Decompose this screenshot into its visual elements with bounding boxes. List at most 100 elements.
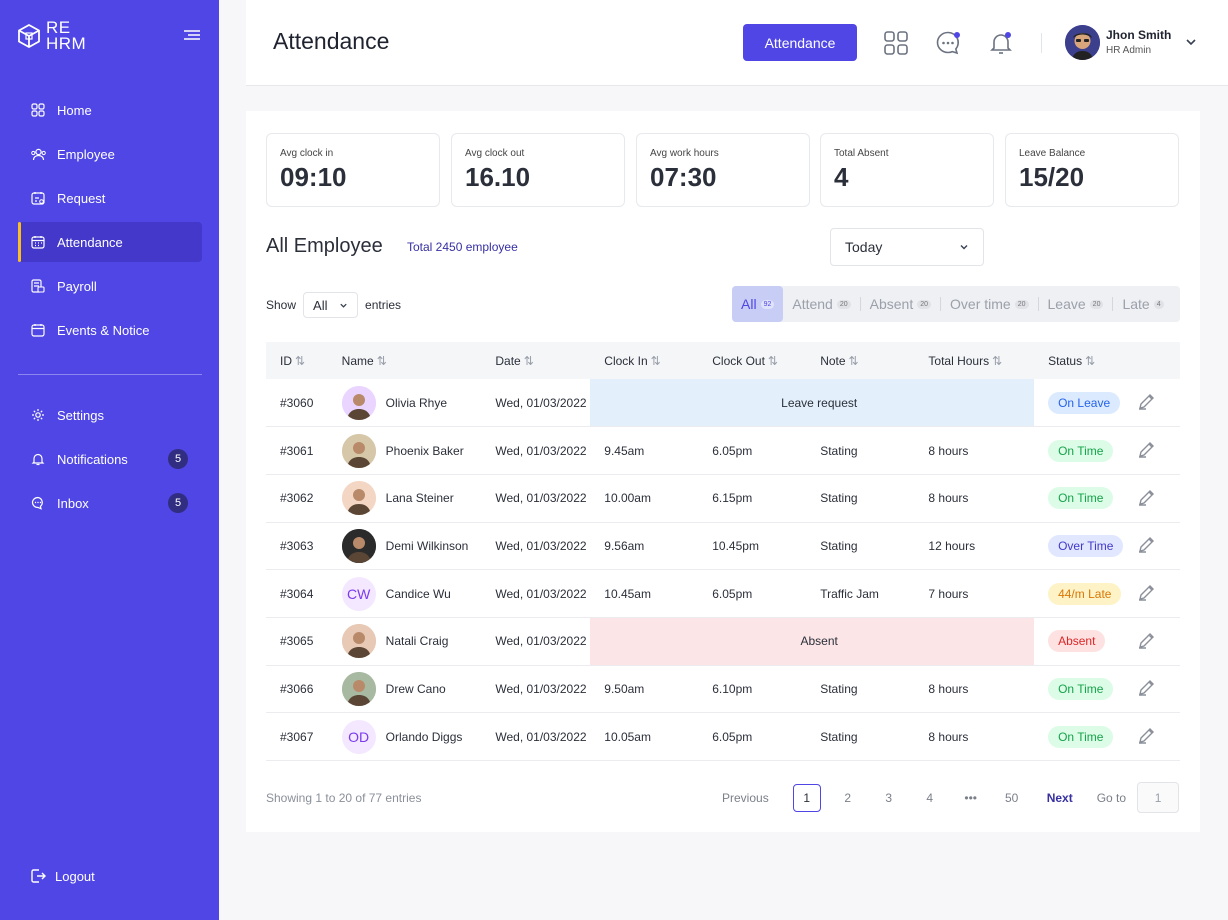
table-row[interactable]: #3065 Natali Craig Wed, 01/03/2022 Absent Ab… [266,617,1180,666]
messages-icon[interactable] [935,30,961,56]
cell-total-hours: 12 hours [928,538,976,553]
filter-label: Attend [792,296,833,312]
avatar[interactable] [1065,25,1100,60]
logo-icon [18,24,40,48]
filter-tab-all[interactable]: All 92 [732,286,784,322]
column-header-status[interactable]: Status ⇅ [1048,353,1096,368]
stat-avg-work-hours: Avg work hours 07:30 [636,133,810,207]
filter-separator [1112,297,1114,311]
inbox-count-badge: 5 [168,493,188,513]
table-row[interactable]: #3062 Lana Steiner Wed, 01/03/2022 10.00am 6… [266,474,1180,523]
sidebar-item-request[interactable]: Request [18,178,202,218]
edit-icon[interactable] [1137,677,1157,697]
avatar [341,433,376,468]
period-select[interactable]: Today [830,228,984,266]
cell-status: 44/m Late [1034,570,1123,618]
column-header-name[interactable]: Name ⇅ [341,353,387,368]
filter-count: 92 [760,299,775,309]
status-badge: On Time [1048,487,1114,510]
employee-name[interactable]: Phoenix Baker [385,443,464,458]
column-header-date[interactable]: Date ⇅ [495,353,534,368]
user-name: Jhon Smith [1106,28,1172,42]
filter-tab-leave[interactable]: Leave 20 [1039,286,1113,322]
brand-logo[interactable]: RE HRM [18,19,86,52]
edit-icon[interactable] [1137,534,1157,554]
sidebar-item-settings[interactable]: Settings [18,395,202,435]
employee-name[interactable]: Orlando Diggs [385,729,463,744]
filter-label: All [741,296,757,312]
stat-label: Avg clock in [280,148,334,159]
pagination-next[interactable]: Next [1046,790,1073,805]
sort-icon: ⇅ [523,353,534,368]
filter-tab-over-time[interactable]: Over time 20 [941,286,1037,322]
column-header-id[interactable]: ID ⇅ [280,353,306,368]
filter-tab-attend[interactable]: Attend 20 [783,286,859,322]
sidebar-item-inbox[interactable]: Inbox 5 [18,483,202,523]
sidebar-item-home[interactable]: Home [18,90,202,130]
person-photo [341,671,376,706]
sidebar-item-attendance[interactable]: Attendance [18,222,202,262]
edit-icon[interactable] [1137,630,1157,650]
sidebar-item-notifications[interactable]: Notifications 5 [18,439,202,479]
sort-icon: ⇅ [295,353,306,368]
filter-tab-late[interactable]: Late 4 [1113,286,1172,322]
column-header-note[interactable]: Note ⇅ [820,353,859,368]
hamburger-icon[interactable] [183,29,201,43]
filter-count: 20 [1089,299,1104,309]
table-row[interactable]: #3063 Demi Wilkinson Wed, 01/03/2022 9.56am… [266,522,1180,570]
sidebar-item-label: Notifications [57,451,128,467]
person-photo [341,624,376,659]
page-button[interactable]: 2 [844,790,852,805]
cell-clock-in: 9.56am [604,538,645,553]
sidebar-item-events[interactable]: Events & Notice [18,310,202,350]
logout-button[interactable]: Logout [30,868,95,884]
employee-name[interactable]: Candice Wu [385,586,451,601]
bell-icon[interactable] [988,30,1014,56]
cell-actions [1123,379,1180,427]
edit-icon[interactable] [1137,725,1157,745]
goto-label: Go to [1096,790,1127,805]
cell-name: Lana Steiner [328,474,482,522]
sidebar-item-employee[interactable]: Employee [18,134,202,174]
page-button[interactable]: 50 [1005,790,1019,805]
entries-select[interactable]: All [303,292,359,318]
request-icon [30,190,46,206]
stat-value: 15/20 [1019,162,1085,192]
sidebar-item-label: Events & Notice [57,322,150,338]
sidebar-item-payroll[interactable]: Payroll [18,266,202,306]
employee-name[interactable]: Lana Steiner [385,491,454,506]
employee-name[interactable]: Natali Craig [385,634,449,649]
table-row[interactable]: #3066 Drew Cano Wed, 01/03/2022 9.50am 6.10p… [266,665,1180,713]
sort-icon: ⇅ [848,353,859,368]
edit-icon[interactable] [1137,582,1157,602]
page-button[interactable]: 1 [792,783,821,812]
employee-name[interactable]: Olivia Rhye [385,395,448,410]
goto-page-input[interactable]: 1 [1137,782,1180,813]
cell-clock-out: 6.05pm [712,729,753,744]
column-header-clock-out[interactable]: Clock Out ⇅ [712,353,778,368]
employee-name[interactable]: Drew Cano [385,681,446,696]
bell-icon [30,451,46,467]
apps-grid-icon[interactable] [883,30,909,56]
table-row[interactable]: #3060 Olivia Rhye Wed, 01/03/2022 Leave req… [266,379,1180,427]
attendance-button[interactable]: Attendance [743,24,857,61]
page-button[interactable]: 4 [926,790,934,805]
attendance-card: Avg clock in 09:10 Avg clock out 16.10 A… [246,111,1200,832]
edit-icon[interactable] [1137,391,1157,411]
status-badge: On Time [1048,439,1114,462]
page-button[interactable]: 3 [885,790,893,805]
cell-actions [1123,522,1180,570]
stat-value: 16.10 [465,162,531,192]
filter-count: 20 [836,299,851,309]
table-row[interactable]: #3067 OD Orlando Diggs Wed, 01/03/2022 10.05… [266,713,1180,761]
column-header-total-hours[interactable]: Total Hours ⇅ [928,353,1003,368]
edit-icon[interactable] [1137,439,1157,459]
table-row[interactable]: #3064 CW Candice Wu Wed, 01/03/2022 10.45am 6… [266,570,1180,618]
chevron-down-icon[interactable] [1185,36,1197,48]
employee-name[interactable]: Demi Wilkinson [385,538,469,553]
pagination-previous[interactable]: Previous [722,790,769,805]
edit-icon[interactable] [1137,487,1157,507]
table-row[interactable]: #3061 Phoenix Baker Wed, 01/03/2022 9.45am 6… [266,427,1180,475]
filter-tab-absent[interactable]: Absent 20 [861,286,940,322]
column-header-clock-in[interactable]: Clock In ⇅ [604,353,661,368]
